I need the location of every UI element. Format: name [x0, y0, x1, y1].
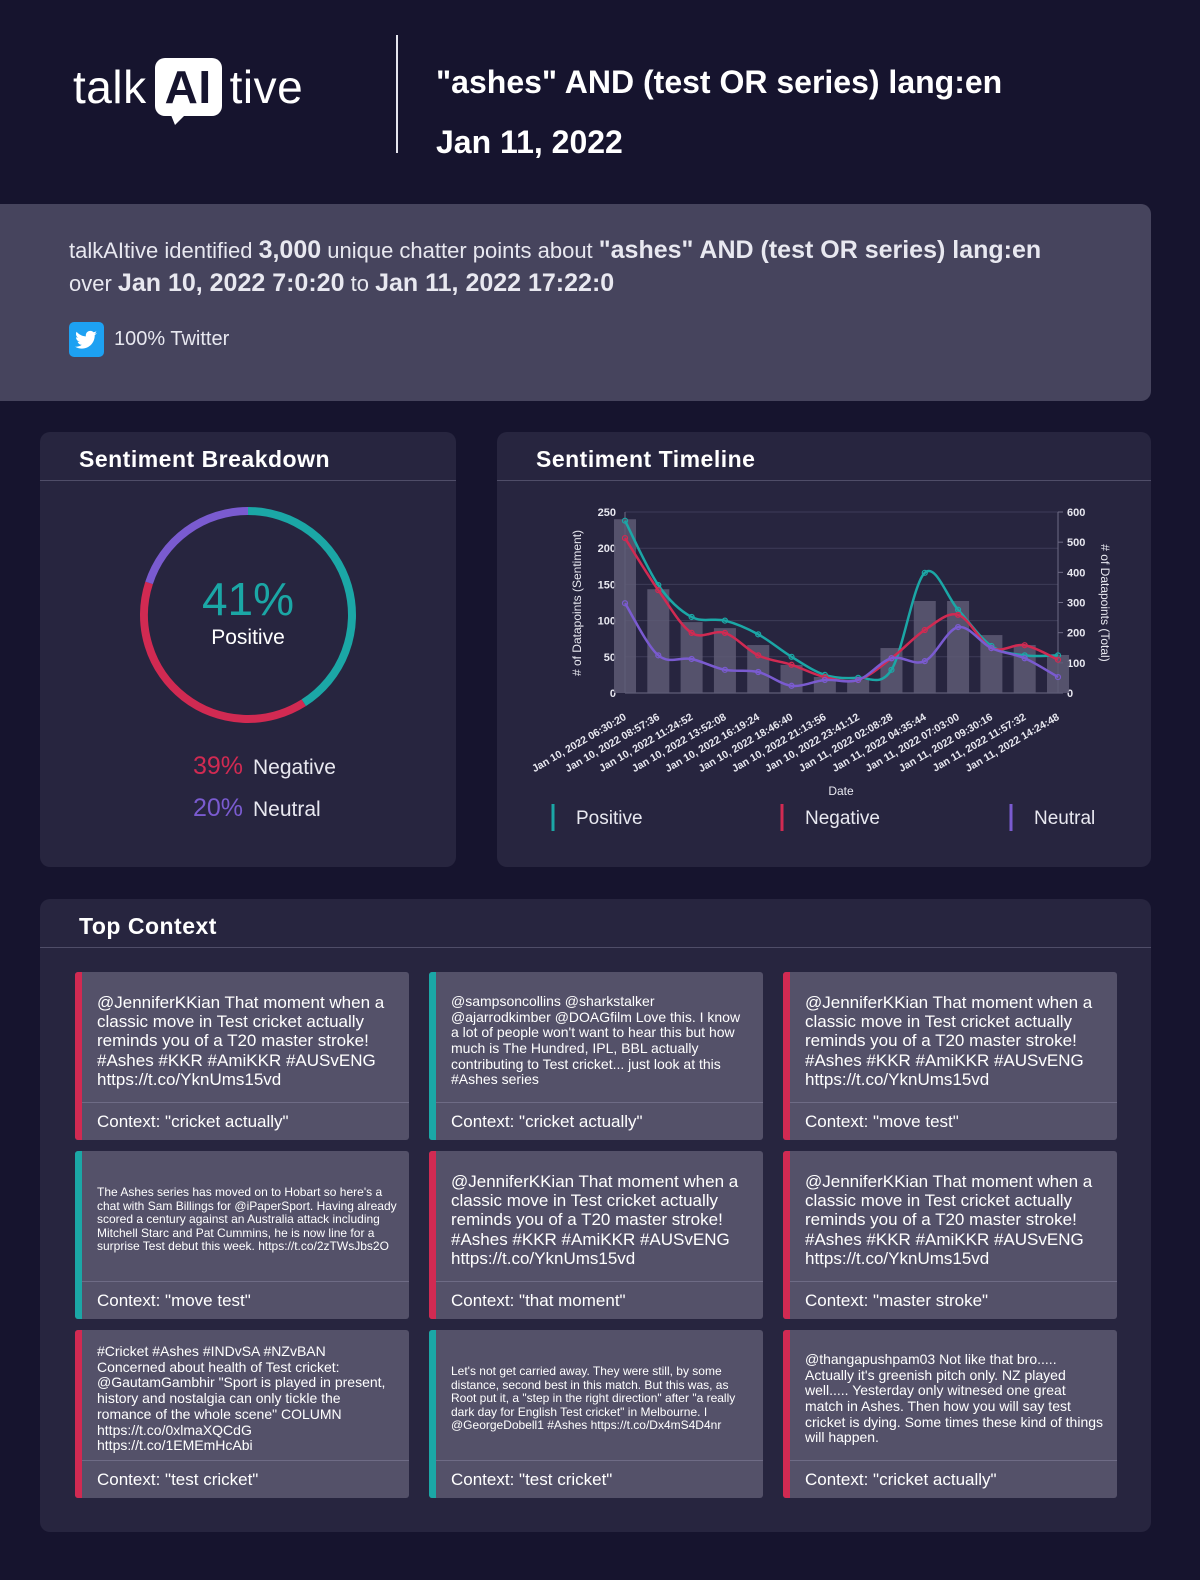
context-card: @thangapushpam03 Not like that bro..... …	[783, 1330, 1117, 1498]
card-text: @JenniferKKian That moment when a classi…	[97, 993, 385, 1089]
rule	[40, 480, 456, 481]
card-text: @thangapushpam03 Not like that bro..... …	[805, 1350, 1104, 1446]
card-context: Context: "move test"	[97, 1291, 251, 1310]
card-text: #Cricket #Ashes #INDvSA #NZvBAN Concerne…	[97, 1343, 386, 1454]
logo-text: tive	[229, 61, 304, 113]
card-context: Context: "test cricket"	[97, 1470, 259, 1489]
sentiment-bar	[75, 1330, 82, 1498]
card-context: Context: "cricket actually"	[97, 1112, 289, 1131]
separator	[82, 1281, 409, 1282]
separator	[436, 1102, 763, 1103]
card-text: @JenniferKKian That moment when a classi…	[805, 993, 1093, 1089]
logo-badge: AI	[154, 58, 222, 125]
breakdown-panel: Sentiment Breakdown	[40, 432, 456, 867]
summary-part: to	[350, 271, 369, 296]
card-context: Context: "cricket actually"	[451, 1112, 643, 1131]
summary-part: 3,000	[258, 236, 322, 264]
divider	[396, 35, 398, 153]
rule	[40, 947, 1151, 948]
sentiment-bar	[783, 972, 790, 1140]
card-context: Context: "that moment"	[451, 1291, 626, 1310]
card-context: Context: "master stroke"	[805, 1291, 989, 1310]
sentiment-bar	[429, 1151, 436, 1319]
sentiment-bar	[429, 972, 436, 1140]
separator	[82, 1460, 409, 1461]
context-card: @JenniferKKian That moment when a classi…	[75, 972, 409, 1140]
context-card: The Ashes series has moved on to Hobart …	[75, 1151, 409, 1319]
logo: talk AI tive	[73, 58, 304, 125]
summary-part: over	[69, 271, 112, 296]
summary-part: Jan 11, 2022 17:22:0	[375, 269, 615, 297]
summary-part: Jan 10, 2022 7:0:20	[117, 269, 345, 297]
timeline-panel: Sentiment Timeline	[497, 432, 1151, 867]
query-block: "ashes" AND (test OR series) lang:en Jan…	[436, 52, 1002, 172]
context-card: @sampsoncollins @sharkstalker @ajarrodki…	[429, 972, 763, 1140]
logo-text: AI	[164, 61, 212, 113]
separator	[790, 1102, 1117, 1103]
context-card: @JenniferKKian That moment when a classi…	[783, 1151, 1117, 1319]
sentiment-bar	[783, 1330, 790, 1498]
card-text: The Ashes series has moved on to Hobart …	[97, 1185, 397, 1254]
card-context: Context: "cricket actually"	[805, 1470, 997, 1489]
panel-title: Sentiment Timeline	[536, 446, 756, 472]
twitter-icon	[69, 322, 104, 357]
card-text: @JenniferKKian That moment when a classi…	[451, 1172, 739, 1268]
context-card: Let's not get carried away. They were st…	[429, 1330, 763, 1498]
separator	[436, 1460, 763, 1461]
panel-title: Top Context	[79, 913, 217, 939]
source-text: 100% Twitter	[114, 328, 230, 350]
card-text: Let's not get carried away. They were st…	[451, 1364, 736, 1433]
sentiment-bar	[75, 1151, 82, 1319]
card-text: @sampsoncollins @sharkstalker @ajarrodki…	[451, 992, 741, 1088]
panel-title: Sentiment Breakdown	[79, 446, 331, 472]
summary-text: talkAItive identified 3,000 unique chatt…	[69, 234, 1079, 300]
context-panel: Top Context @JenniferKKian That moment w…	[40, 899, 1151, 1532]
card-context: Context: "test cricket"	[451, 1470, 613, 1489]
separator	[790, 1281, 1117, 1282]
card-context: Context: "move test"	[805, 1112, 959, 1131]
summary-part: unique chatter points about	[327, 238, 593, 263]
sentiment-bar	[783, 1151, 790, 1319]
summary-panel: talkAItive identified 3,000 unique chatt…	[0, 204, 1151, 401]
rule	[497, 480, 1151, 481]
source: 100% Twitter	[69, 322, 229, 357]
date: Jan 11, 2022	[436, 124, 623, 160]
context-card: @JenniferKKian That moment when a classi…	[783, 972, 1117, 1140]
separator	[436, 1281, 763, 1282]
separator	[790, 1460, 1117, 1461]
sentiment-bar	[429, 1330, 436, 1498]
summary-part: talkAItive identified	[69, 238, 253, 263]
sentiment-bar	[75, 972, 82, 1140]
context-card: @JenniferKKian That moment when a classi…	[429, 1151, 763, 1319]
context-card: #Cricket #Ashes #INDvSA #NZvBAN Concerne…	[75, 1330, 409, 1498]
logo-text: talk	[73, 61, 147, 113]
separator	[82, 1102, 409, 1103]
query: "ashes" AND (test OR series) lang:en	[436, 64, 1003, 100]
summary-part: "ashes" AND (test OR series) lang:en	[598, 236, 1042, 264]
card-text: @JenniferKKian That moment when a classi…	[805, 1172, 1093, 1268]
